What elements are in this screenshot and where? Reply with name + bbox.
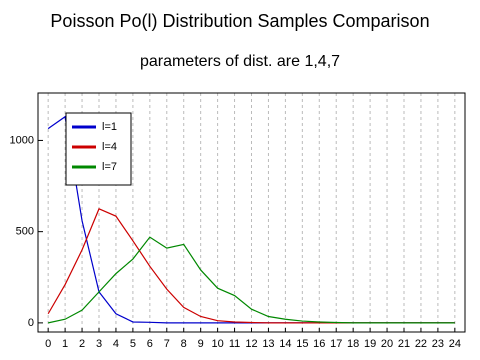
x-tick-label: 21 xyxy=(398,338,410,350)
legend-label: l=7 xyxy=(102,161,117,173)
x-tick-label: 15 xyxy=(296,338,308,350)
x-tick-label: 12 xyxy=(245,338,257,350)
x-tick-label: 8 xyxy=(181,338,187,350)
legend-label: l=4 xyxy=(102,141,117,153)
x-tick-label: 14 xyxy=(279,338,291,350)
x-tick-label: 10 xyxy=(211,338,223,350)
x-tick-label: 7 xyxy=(164,338,170,350)
x-tick-label: 4 xyxy=(113,338,119,350)
x-tick-label: 6 xyxy=(147,338,153,350)
x-tick-label: 23 xyxy=(432,338,444,350)
x-tick-label: 0 xyxy=(45,338,51,350)
x-tick-label: 1 xyxy=(62,338,68,350)
legend-box xyxy=(65,112,132,186)
x-tick-label: 3 xyxy=(96,338,102,350)
x-tick-label: 9 xyxy=(198,338,204,350)
chart-subtitle: parameters of dist. are 1,4,7 xyxy=(140,53,340,70)
x-tick-label: 24 xyxy=(449,338,461,350)
y-tick-label: 1000 xyxy=(10,134,34,146)
x-tick-label: 5 xyxy=(130,338,136,350)
x-tick-label: 11 xyxy=(229,338,240,350)
x-tick-label: 16 xyxy=(313,338,325,350)
x-tick-label: 2 xyxy=(79,338,85,350)
y-tick-label: 0 xyxy=(28,317,34,329)
plot-frame xyxy=(37,92,466,333)
x-tick-label: 22 xyxy=(415,338,427,350)
legend-label: l=1 xyxy=(102,121,117,133)
chart-title: Poisson Po(l) Distribution Samples Compa… xyxy=(50,11,429,31)
x-tick-label: 17 xyxy=(330,338,342,350)
x-tick-label: 13 xyxy=(262,338,274,350)
x-tick-label: 20 xyxy=(381,338,393,350)
x-tick-label: 18 xyxy=(347,338,359,350)
x-tick-label: 19 xyxy=(364,338,376,350)
y-tick-label: 500 xyxy=(16,226,34,238)
series-line xyxy=(48,236,455,324)
